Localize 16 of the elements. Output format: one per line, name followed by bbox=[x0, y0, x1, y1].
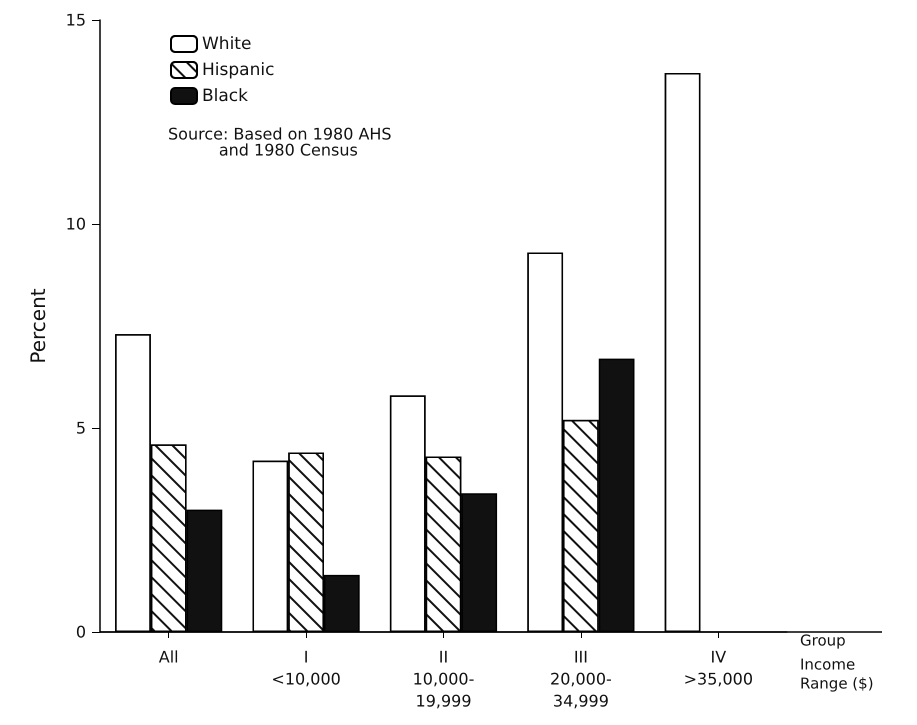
legend-label: Black bbox=[202, 86, 248, 106]
x-axis-title: Group bbox=[800, 632, 846, 650]
y-tick-label: 0 bbox=[76, 622, 86, 642]
legend-label: White bbox=[202, 34, 252, 54]
x-tick-label: III 20,000- 34,999 bbox=[550, 648, 612, 710]
y-axis-title: Percent bbox=[26, 288, 50, 364]
y-tick-label: 15 bbox=[66, 10, 86, 30]
y-tick-label: 10 bbox=[66, 214, 86, 234]
x-tick-label: I <10,000 bbox=[271, 648, 341, 688]
x-tick-label: All bbox=[158, 648, 179, 666]
x-tick-label: II 10,000- 19,999 bbox=[412, 648, 474, 710]
text: Income Range ($) bbox=[800, 656, 874, 692]
y-tick-label: 5 bbox=[76, 418, 86, 438]
x-tick-label: IV >35,000 bbox=[684, 648, 753, 688]
legend-label: Hispanic bbox=[202, 60, 274, 80]
annotation: Source: Based on 1980 AHS and 1980 Census bbox=[168, 124, 392, 160]
